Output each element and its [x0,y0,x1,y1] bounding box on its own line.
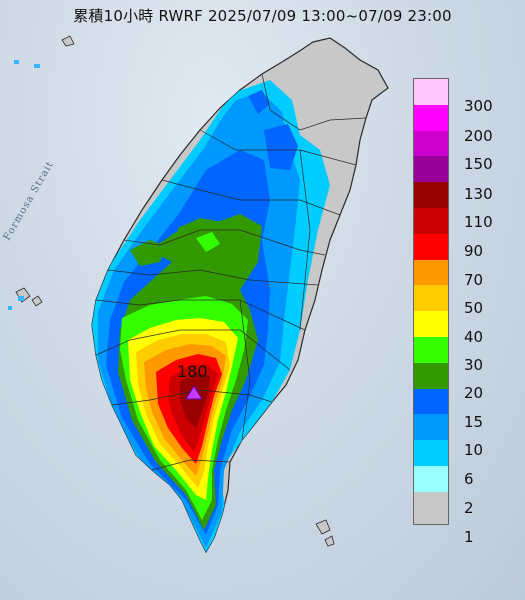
offshore-islands [15,35,335,547]
legend-swatch [413,465,449,492]
map-title: 累積10小時 RWRF 2025/07/09 13:00~07/09 23:00 [73,7,452,25]
legend-swatch [413,285,449,312]
legend-label: 2 [464,499,474,517]
max-rainfall-value: 180 [177,362,208,381]
legend-label: 200 [464,127,493,145]
legend-label: 50 [464,299,484,317]
legend-swatch [413,156,449,183]
legend-label: 20 [464,384,484,402]
legend-label: 70 [464,271,484,289]
legend-swatch [413,336,449,363]
legend-label: 30 [464,356,484,374]
legend-swatch [413,388,449,415]
legend-label: 1 [464,528,474,546]
rainfall-legend [413,78,449,570]
legend-label: 90 [464,242,484,260]
legend-swatch [413,414,449,441]
legend-swatch [413,78,449,105]
legend-swatch [413,130,449,157]
legend-swatch [413,233,449,260]
rainfall-field [92,80,330,552]
legend-label: 110 [464,213,493,231]
legend-swatch [413,259,449,286]
max-rainfall-marker-icon [185,385,203,400]
offshore-rain [8,60,40,310]
legend-swatch [413,362,449,389]
legend-swatch [413,491,449,525]
legend-label: 300 [464,97,493,115]
legend-label: 10 [464,441,484,459]
county-boundaries [95,73,367,471]
legend-label: 40 [464,328,484,346]
legend-label: 15 [464,413,484,431]
legend-swatch [413,104,449,131]
legend-swatch [413,182,449,208]
legend-label: 130 [464,185,493,203]
legend-swatch [413,311,449,337]
legend-label: 150 [464,155,493,173]
legend-label: 6 [464,470,474,488]
legend-swatch [413,207,449,234]
legend-labels: 300 200 150 130 110 90 70 50 40 30 20 15… [464,0,524,600]
legend-swatch [413,440,449,466]
